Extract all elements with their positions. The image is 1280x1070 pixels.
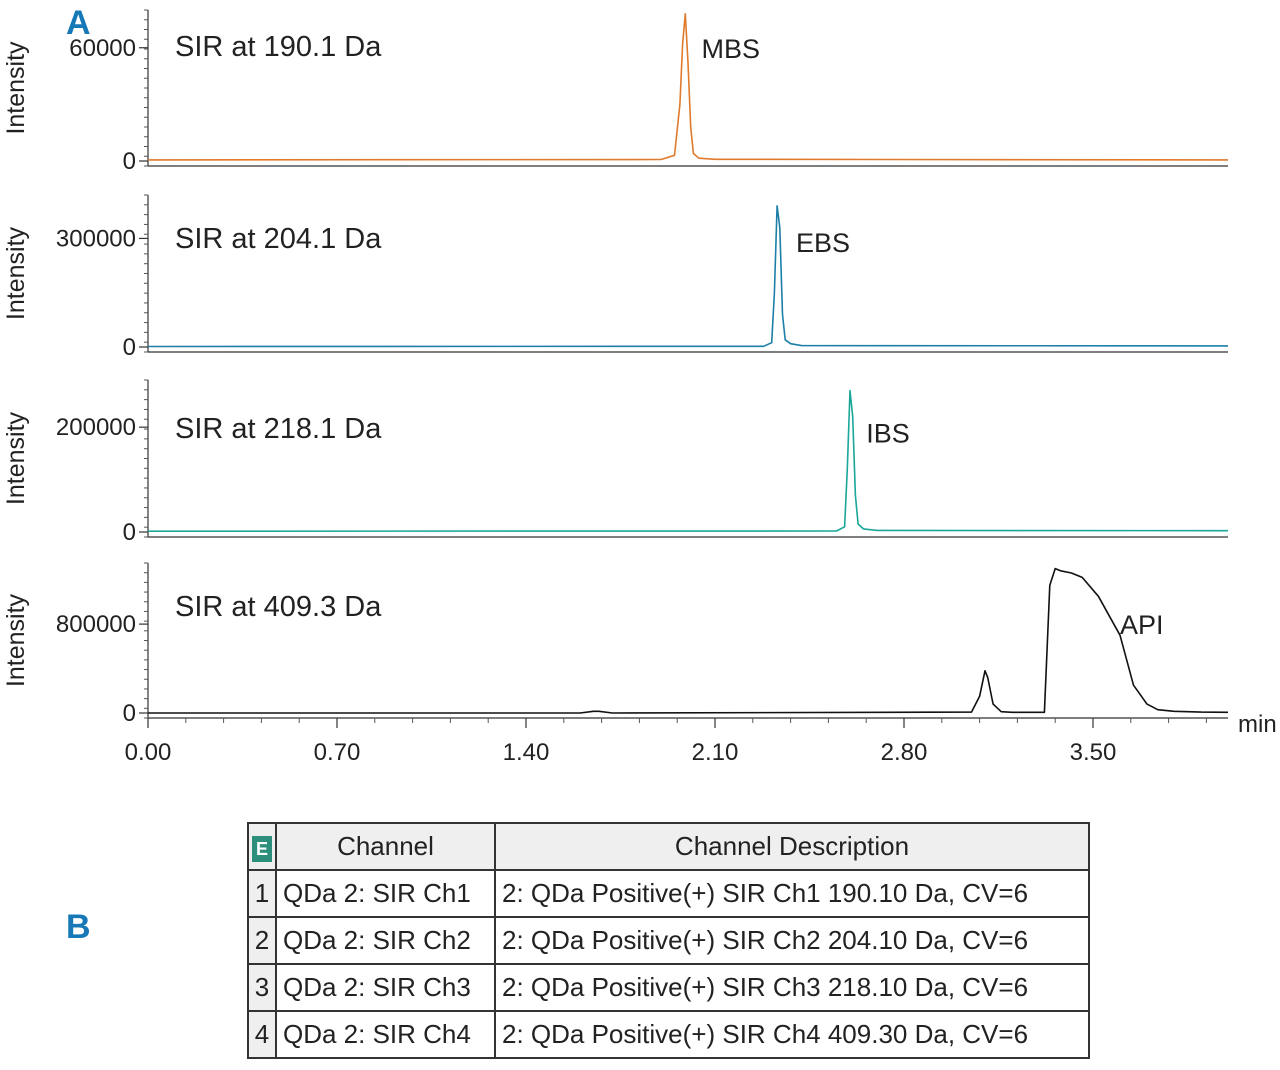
table-header-corner[interactable]: E [247, 822, 277, 871]
row-index: 1 [247, 869, 277, 918]
series-line-api [148, 567, 1229, 714]
table-row[interactable]: 1 QDa 2: SIR Ch1 2: QDa Positive(+) SIR … [247, 869, 1090, 918]
description-cell: 2: QDa Positive(+) SIR Ch3 218.10 Da, CV… [494, 963, 1090, 1012]
y-tick-label: 60000 [69, 35, 136, 62]
column-header-channel-description[interactable]: Channel Description [494, 822, 1090, 871]
x-tick-label: 1.40 [503, 739, 550, 766]
series-line-ebs [147, 205, 1229, 348]
row-index: 2 [247, 916, 277, 965]
y-axis-label: Intensity [2, 593, 30, 687]
chart-panel-4: 0 800000 Intensity SIR at 409.3 Da API 0.00 0.… [2, 562, 1277, 766]
channel-cell: QDa 2: SIR Ch2 [275, 916, 496, 965]
description-cell: 2: QDa Positive(+) SIR Ch4 409.30 Da, CV… [494, 1010, 1090, 1059]
peak-label: IBS [866, 418, 910, 448]
peak-label: API [1120, 610, 1164, 640]
y-axis-label: Intensity [2, 411, 30, 505]
panel-letter-b: B [66, 908, 91, 946]
table-row[interactable]: 4 QDa 2: SIR Ch4 2: QDa Positive(+) SIR … [247, 1010, 1090, 1059]
chart-panel-3: 0 200000 Intensity SIR at 218.1 Da IBS [2, 379, 1229, 546]
series-line-mbs [147, 13, 1229, 161]
chart-panel-1: 0 60000 Intensity SIR at 190.1 Da MBS [2, 9, 1229, 175]
y-tick-label: 0 [123, 334, 136, 361]
y-tick-label: 0 [123, 148, 136, 175]
chart-title: SIR at 409.3 Da [175, 591, 382, 623]
peak-label: MBS [702, 34, 761, 64]
description-cell: 2: QDa Positive(+) SIR Ch2 204.10 Da, CV… [494, 916, 1090, 965]
channel-cell: QDa 2: SIR Ch3 [275, 963, 496, 1012]
column-header-channel[interactable]: Channel [275, 822, 496, 871]
x-tick-label: 3.50 [1070, 739, 1117, 766]
table-row[interactable]: 2 QDa 2: SIR Ch2 2: QDa Positive(+) SIR … [247, 916, 1090, 965]
chart-title: SIR at 190.1 Da [175, 31, 382, 63]
row-index: 4 [247, 1010, 277, 1059]
x-tick-label: 2.80 [881, 739, 928, 766]
chromatogram-panels: 0 60000 Intensity SIR at 190.1 Da MBS 0 300000… [2, 9, 1277, 766]
panel-letter-a: A [66, 4, 91, 42]
peak-label: EBS [796, 228, 850, 258]
channel-cell: QDa 2: SIR Ch4 [275, 1010, 496, 1059]
x-axis-unit-label: min [1238, 711, 1277, 738]
table-row[interactable]: 3 QDa 2: SIR Ch3 2: QDa Positive(+) SIR … [247, 963, 1090, 1012]
description-cell: 2: QDa Positive(+) SIR Ch1 190.10 Da, CV… [494, 869, 1090, 918]
table-options-icon[interactable]: E [252, 836, 272, 862]
y-tick-label: 200000 [56, 414, 136, 441]
chromatogram-figure: A 0 60000 Intensity SIR at 190.1 Da MBS 0 3000… [2, 4, 1277, 766]
y-tick-label: 300000 [56, 225, 136, 252]
series-line-ibs [147, 389, 1229, 532]
x-tick-label: 0.00 [125, 739, 172, 766]
y-axis-label: Intensity [2, 226, 30, 320]
channel-cell: QDa 2: SIR Ch1 [275, 869, 496, 918]
y-axis-label: Intensity [2, 41, 30, 135]
channel-table: E Channel Channel Description 1 QDa 2: S… [247, 822, 1090, 1059]
chart-title: SIR at 204.1 Da [175, 223, 382, 255]
table-header-row: E Channel Channel Description [247, 822, 1090, 871]
x-tick-label: 0.70 [314, 739, 361, 766]
channel-table-wrapper: E Channel Channel Description 1 QDa 2: S… [247, 822, 1090, 1059]
chart-panel-2: 0 300000 Intensity SIR at 204.1 Da EBS [2, 194, 1229, 361]
y-tick-label: 0 [123, 700, 136, 727]
y-tick-label: 800000 [56, 611, 136, 638]
row-index: 3 [247, 963, 277, 1012]
x-tick-label: 2.10 [692, 739, 739, 766]
y-tick-label: 0 [123, 519, 136, 546]
chart-title: SIR at 218.1 Da [175, 413, 382, 445]
